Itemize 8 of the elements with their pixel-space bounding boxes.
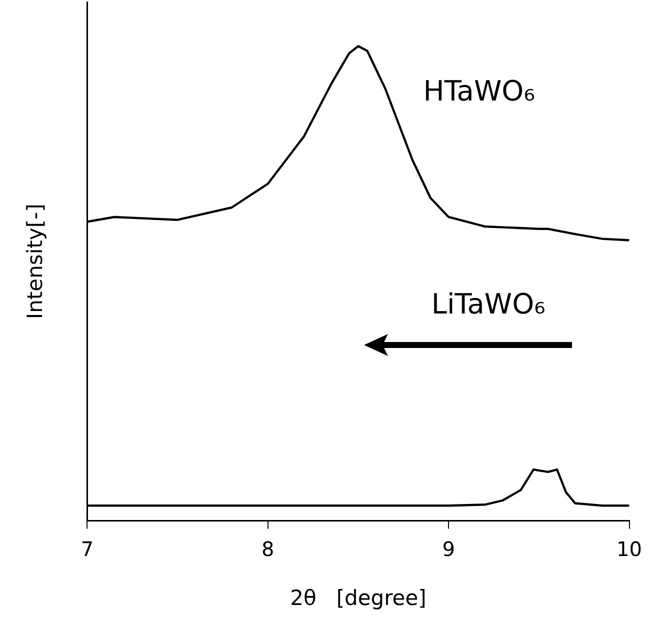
x-tick-label: 9 [442, 537, 455, 562]
x-axis-title: 2θ [degree] [290, 586, 426, 610]
annotation: LiTaWO₆ [431, 287, 546, 320]
x-tick-label: 8 [262, 537, 274, 562]
x-tick-label: 7 [80, 537, 94, 562]
x-tick-label: 10 [616, 537, 642, 562]
y-axis-title: Intensity[-] [23, 204, 48, 320]
series-label: HTaWO₆ [423, 74, 535, 108]
